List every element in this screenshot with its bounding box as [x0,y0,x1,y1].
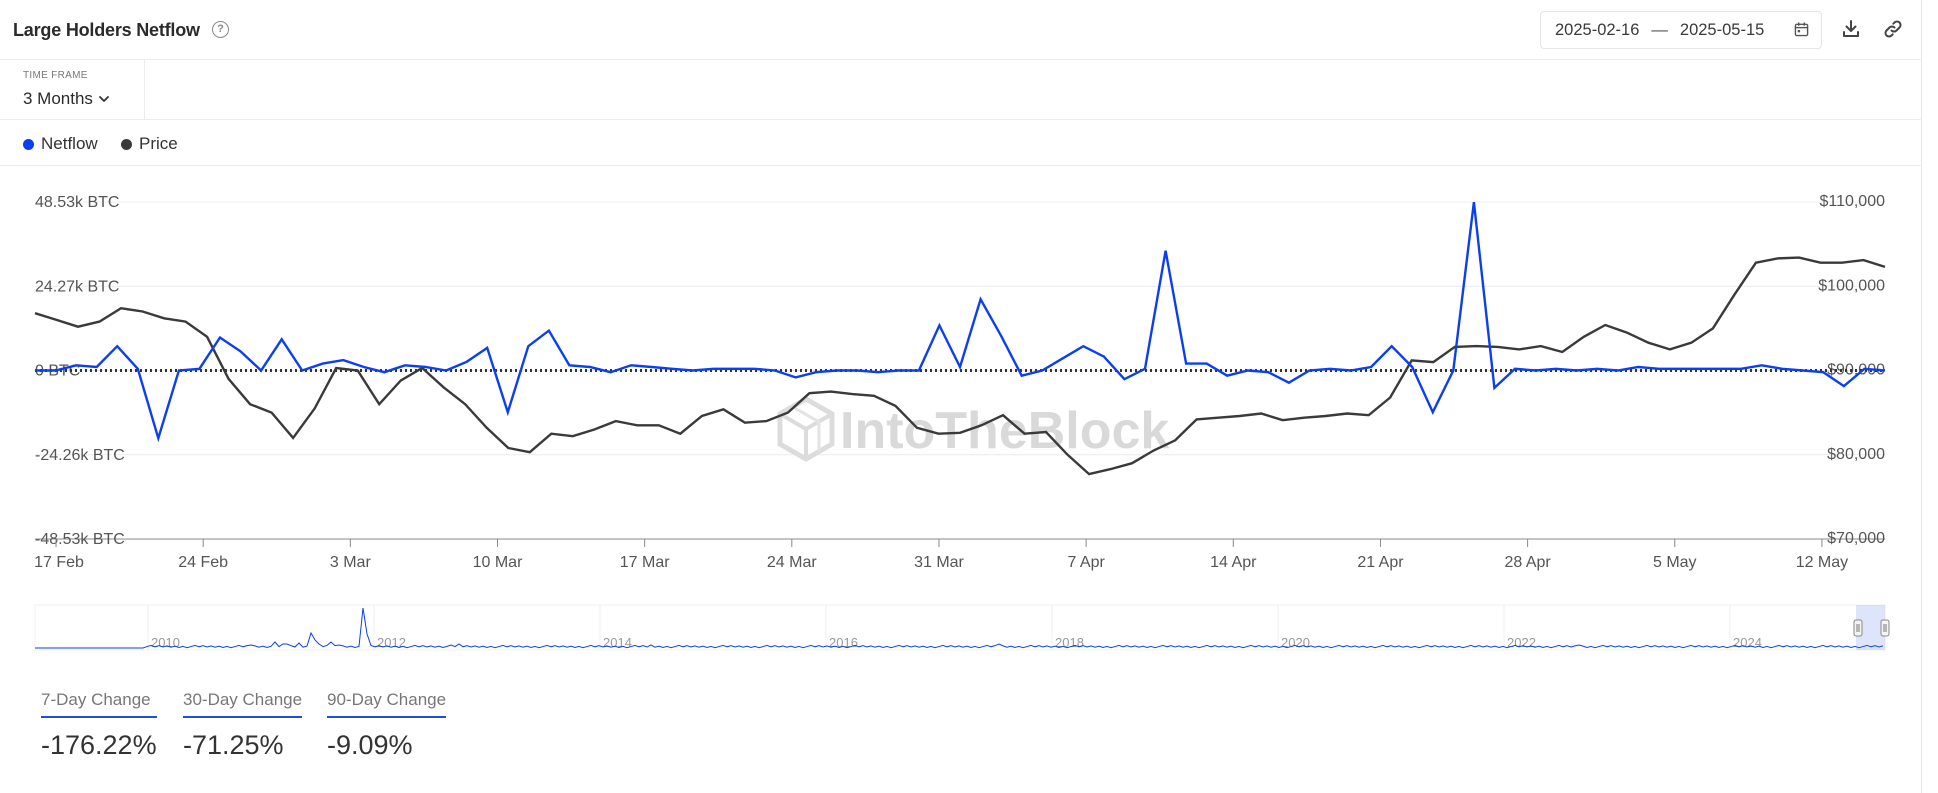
link-icon[interactable] [1882,18,1904,40]
stat-label-30-day: 30-Day Change [183,690,303,718]
stat-value-30-day: -71.25% [183,730,284,760]
watermark-logo-icon [777,396,835,462]
date-start: 2025-02-16 [1555,20,1640,39]
x-tick-label: 3 Mar [330,554,372,571]
x-tick-label: 5 May [1653,554,1697,571]
x-tick-label: 12 May [1796,554,1848,571]
x-tick-label: 21 Apr [1357,554,1404,571]
stat-30-day[interactable]: 30-Day Change -71.25% [183,690,303,761]
y-left-tick-label: 48.53k BTC [35,194,119,211]
card-header: Large Holders Netflow ? 2025-02-16 — 202… [0,0,1922,60]
date-separator: — [1651,20,1668,39]
legend-item-netflow[interactable]: Netflow [23,134,98,154]
navigator-frame [34,604,1886,651]
calendar-icon [1794,22,1809,37]
help-icon[interactable]: ? [212,21,229,38]
stat-value-90-day: -9.09% [327,730,413,760]
legend-item-price[interactable]: Price [121,134,178,154]
navigator-year-label: 2024 [1733,635,1762,650]
x-tick-label: 10 Mar [473,554,523,571]
watermark: IntoTheBlock [777,396,1169,462]
toolbar: TIME FRAME 3 Months [0,60,1922,120]
stat-label-90-day: 90-Day Change [327,690,447,718]
legend-label-price: Price [139,134,178,153]
x-tick-label: 17 Mar [620,554,670,571]
navigator-handle-icon[interactable] [1853,619,1863,637]
navigator-year-label: 2010 [151,635,180,650]
navigator-year-label: 2012 [377,635,406,650]
navigator-handle-icon[interactable] [1880,619,1890,637]
navigator-year-label: 2022 [1507,635,1536,650]
timeframe-selector[interactable]: TIME FRAME 3 Months [0,60,145,120]
legend-dot-netflow [23,138,34,150]
series-line-price[interactable] [34,256,1886,476]
timeframe-dropdown[interactable]: 3 Months [23,89,110,109]
x-tick-label: 7 Apr [1067,554,1105,571]
series-line-netflow[interactable] [35,201,1886,443]
y-left-tick-label: -24.26k BTC [35,447,125,464]
navigator-year-label: 2014 [603,635,632,650]
legend-label-netflow: Netflow [41,134,98,153]
download-icon[interactable] [1840,18,1862,40]
legend-dot-price [121,138,132,150]
x-tick-label: 24 Feb [178,554,228,571]
watermark-text: IntoTheBlock [840,402,1169,460]
x-tick-label: 17 Feb [34,554,84,571]
stat-value-7-day: -176.22% [41,730,157,760]
y-left-tick-label: -48.53k BTC [35,531,125,548]
navigator-year-label: 2020 [1281,635,1310,650]
x-tick-label: 14 Apr [1210,554,1257,571]
date-range-picker[interactable]: 2025-02-16 — 2025-05-15 [1540,11,1822,49]
x-tick-label: 24 Mar [767,554,817,571]
stat-7-day[interactable]: 7-Day Change -176.22% [41,690,157,761]
timeframe-value: 3 Months [23,89,93,108]
x-tick-label: 28 Apr [1504,554,1551,571]
y-right-tick-label: $70,000 [1827,530,1885,547]
date-end: 2025-05-15 [1679,20,1765,39]
chart-title: Large Holders Netflow [13,20,200,40]
x-tick-label: 31 Mar [914,554,964,571]
range-navigator[interactable]: 2010 2012 2014 2016 2018 2020 2022 2024 [34,604,1890,651]
stat-90-day[interactable]: 90-Day Change -9.09% [327,690,447,761]
navigator-year-label: 2016 [829,635,858,650]
y-right-tick-label: $80,000 [1827,446,1885,463]
y-right-tick-label: $100,000 [1818,277,1885,294]
y-right-tick-label: $110,000 [1819,193,1885,210]
navigator-series-line [35,607,1884,649]
stat-label-7-day: 7-Day Change [41,690,157,718]
timeframe-label: TIME FRAME [23,70,88,81]
chart-legend: Netflow Price [0,120,1922,166]
y-left-tick-label: 24.27k BTC [35,278,119,295]
chevron-down-icon [99,96,109,102]
